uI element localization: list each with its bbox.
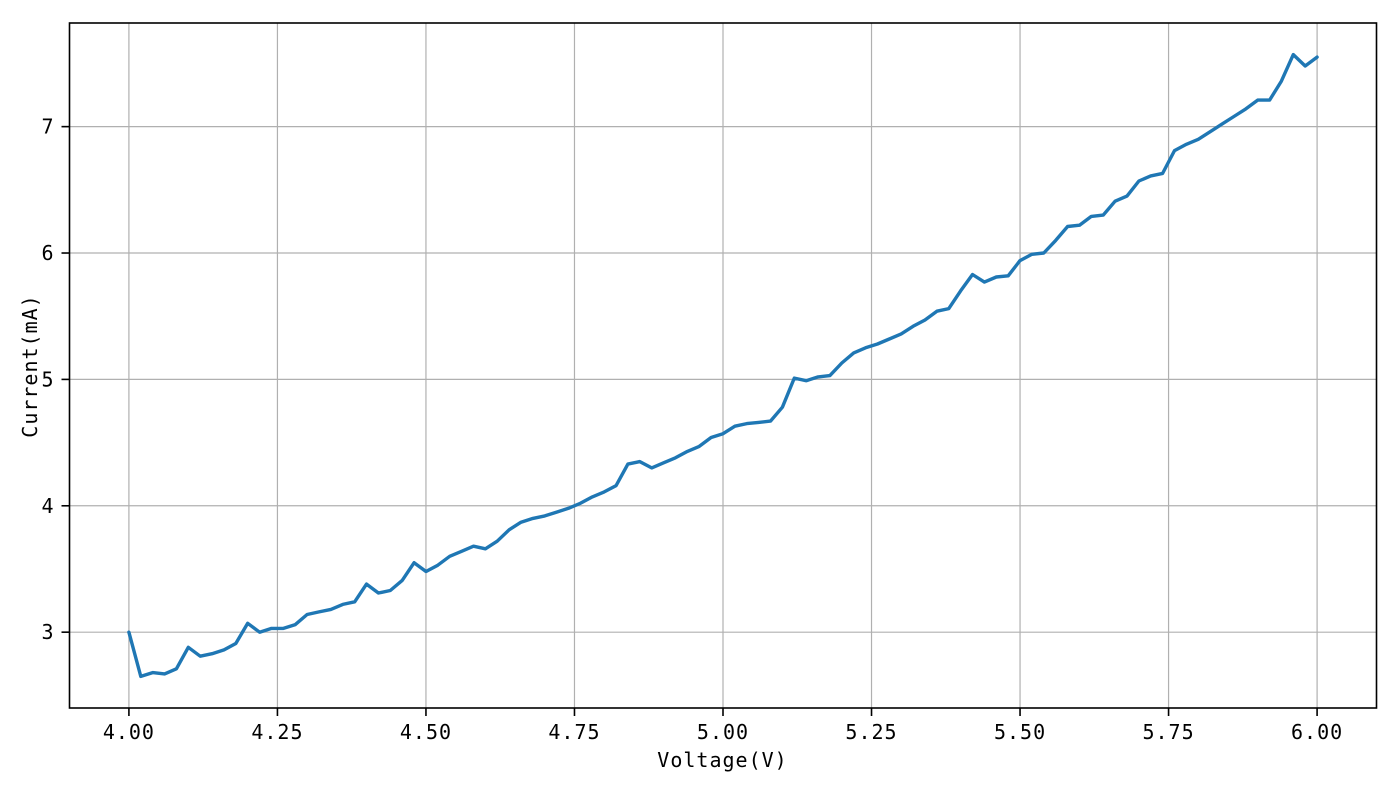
y-axis-label: Current(mA) — [18, 294, 42, 438]
y-tick-label: 6 — [41, 241, 54, 265]
y-tick-label: 7 — [41, 115, 54, 139]
x-axis-label: Voltage(V) — [657, 748, 788, 772]
x-tick-label: 5.25 — [845, 720, 897, 744]
y-tick-label: 3 — [41, 620, 54, 644]
x-tick-label: 4.75 — [548, 720, 600, 744]
data-series-line — [127, 52, 1319, 679]
x-tick-label: 5.00 — [697, 720, 749, 744]
x-tick-label: 5.75 — [1142, 720, 1194, 744]
y-tick-label: 5 — [41, 367, 54, 391]
x-tick-label: 5.50 — [994, 720, 1046, 744]
x-tick-label: 4.50 — [400, 720, 452, 744]
y-tick-label: 4 — [41, 494, 54, 518]
x-tick-label: 4.25 — [251, 720, 303, 744]
x-tick-label: 6.00 — [1291, 720, 1343, 744]
x-tick-label: 4.00 — [103, 720, 155, 744]
